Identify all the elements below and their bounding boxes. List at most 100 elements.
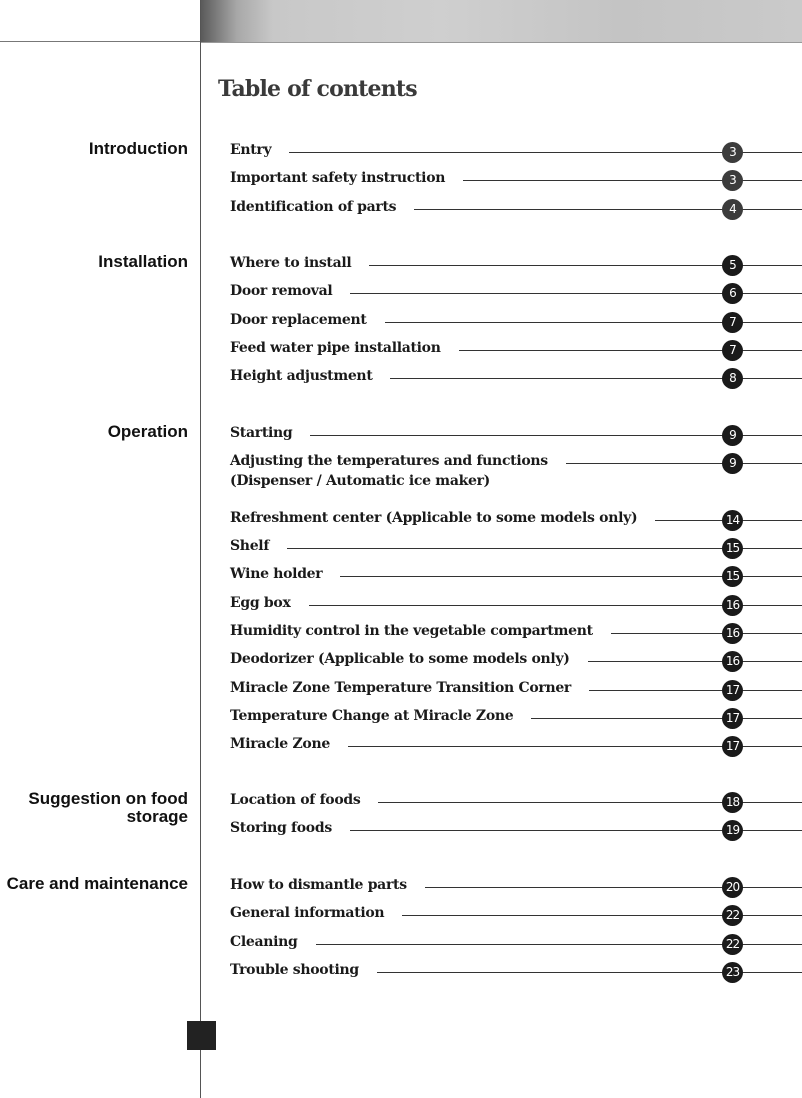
- entry-subtitle: (Dispenser / Automatic ice maker): [230, 473, 490, 490]
- margin-line: [200, 0, 201, 1098]
- entry-title: General information: [230, 903, 403, 924]
- page-number-badge: 5: [722, 255, 743, 276]
- entry-title: Humidity control in the vegetable compar…: [230, 621, 611, 642]
- page-number-badge: 15: [722, 566, 743, 588]
- toc-entry[interactable]: Miracle Zone Temperature Transition Corn…: [230, 677, 802, 716]
- leader-line: [270, 971, 802, 973]
- page-number-badge: 22: [722, 933, 743, 955]
- section-label: Care and maintenance: [6, 874, 188, 893]
- entry-title: Shelf: [230, 536, 288, 557]
- leader-line: [270, 830, 802, 832]
- entry-title: Miracle Zone: [230, 734, 348, 755]
- toc-entry[interactable]: Where to install 5: [230, 253, 802, 291]
- leader-line: [270, 915, 802, 917]
- page-number-badge: 9: [722, 453, 743, 475]
- toc-entry[interactable]: Miracle Zone 17: [230, 734, 802, 772]
- leader-line: [270, 746, 802, 748]
- entry-title: Egg box: [230, 592, 309, 613]
- leader-line: [270, 802, 802, 803]
- page-number-badge: 16: [722, 594, 743, 616]
- page-number-badge: 4: [722, 198, 743, 220]
- toc-entry[interactable]: Cleaning 22: [230, 931, 802, 970]
- section-label: Operation: [107, 422, 188, 441]
- toc-entry[interactable]: Refreshment center (Applicable to some m…: [230, 507, 802, 546]
- toc-entry[interactable]: General information 22: [230, 903, 802, 941]
- leader-line: [270, 152, 802, 153]
- entry-title: Storing foods: [230, 818, 350, 839]
- page-number-badge: 17: [722, 679, 743, 701]
- divider: [0, 41, 201, 42]
- toc-entry[interactable]: How to dismantle parts 20: [230, 875, 802, 913]
- entry-title: Cleaning: [230, 931, 316, 952]
- page-marker: [187, 1021, 216, 1050]
- toc-entry[interactable]: Deodorizer (Applicable to some models on…: [230, 649, 802, 687]
- leader-line: [270, 887, 802, 888]
- page-number-badge: 17: [722, 736, 743, 758]
- page-number-badge: 16: [722, 623, 743, 645]
- entry-title: Door removal: [230, 281, 351, 302]
- toc-entry[interactable]: Height adjustment 8: [230, 366, 802, 404]
- toc-entry[interactable]: Identification of parts 4: [230, 196, 802, 235]
- page-number-badge: 6: [722, 283, 743, 305]
- leader-line: [270, 265, 802, 266]
- leader-line: [270, 349, 802, 351]
- page-number-badge: 14: [722, 509, 743, 531]
- page-number-badge: 16: [722, 651, 743, 673]
- toc-entry[interactable]: Trouble shooting 23: [230, 959, 802, 998]
- toc-entry[interactable]: Humidity control in the vegetable compar…: [230, 621, 802, 659]
- header-band: [201, 0, 802, 43]
- leader-line: [270, 943, 802, 945]
- entry-title: Miracle Zone Temperature Transition Corn…: [230, 677, 590, 698]
- page-number-badge: 17: [722, 707, 743, 729]
- entry-title: Deodorizer (Applicable to some models on…: [230, 649, 588, 670]
- page-number-badge: 3: [722, 170, 743, 192]
- page-number-badge: 20: [722, 877, 743, 898]
- section-label: Introduction: [88, 139, 188, 158]
- page-number-badge: 15: [722, 538, 743, 560]
- page-number-badge: 3: [722, 142, 743, 163]
- leader-line: [270, 717, 802, 719]
- section-label: Suggestion on food storage: [28, 789, 188, 826]
- entry-title: Entry: [230, 140, 290, 160]
- leader-line: [270, 321, 802, 323]
- leader-line: [270, 576, 802, 578]
- section-label: Installation: [98, 252, 188, 271]
- toc-entry[interactable]: Egg box 16: [230, 592, 802, 631]
- page-number-badge: 9: [722, 425, 743, 446]
- entry-title: Height adjustment: [230, 366, 391, 387]
- toc-entry[interactable]: Entry 3: [230, 140, 802, 178]
- toc-entry[interactable]: Important safety instruction 3: [230, 168, 802, 206]
- entry-title: Door replacement: [230, 309, 385, 330]
- entry-title: Identification of parts: [230, 196, 415, 217]
- toc-entry[interactable]: Shelf 15: [230, 536, 802, 574]
- toc-entry[interactable]: Temperature Change at Miracle Zone 17: [230, 705, 802, 744]
- leader-line: [270, 208, 802, 210]
- toc-entry[interactable]: Door replacement 7: [230, 309, 802, 348]
- page-number-badge: 7: [722, 339, 743, 361]
- leader-line: [270, 293, 802, 295]
- entry-title: Where to install: [230, 253, 370, 273]
- leader-line: [270, 548, 802, 550]
- toc-entry[interactable]: Wine holder 15: [230, 564, 802, 602]
- leader-line: [270, 180, 802, 182]
- toc-entry[interactable]: Adjusting the temperatures and functions…: [230, 451, 802, 518]
- toc-entry[interactable]: Location of foods 18: [230, 790, 802, 828]
- entry-title: Wine holder: [230, 564, 341, 585]
- toc-entry[interactable]: Storing foods 19: [230, 818, 802, 856]
- page-number-badge: 7: [722, 311, 743, 333]
- page-number-badge: 22: [722, 905, 743, 927]
- leader-line: [270, 378, 802, 380]
- toc-entry[interactable]: Starting 9: [230, 423, 802, 461]
- entry-title: Important safety instruction: [230, 168, 464, 189]
- page-title: Table of contents: [218, 76, 418, 102]
- entry-title: Starting: [230, 423, 311, 443]
- toc-entry[interactable]: Door removal 6: [230, 281, 802, 319]
- entry-title: Location of foods: [230, 790, 379, 810]
- entry-title: Refreshment center (Applicable to some m…: [230, 507, 656, 528]
- entry-title: Temperature Change at Miracle Zone: [230, 705, 532, 726]
- toc-entry[interactable]: Feed water pipe installation 7: [230, 337, 802, 376]
- entry-title: Feed water pipe installation: [230, 337, 459, 358]
- leader-line: [270, 604, 802, 606]
- leader-line: [270, 435, 802, 436]
- page-number-badge: 19: [722, 820, 743, 842]
